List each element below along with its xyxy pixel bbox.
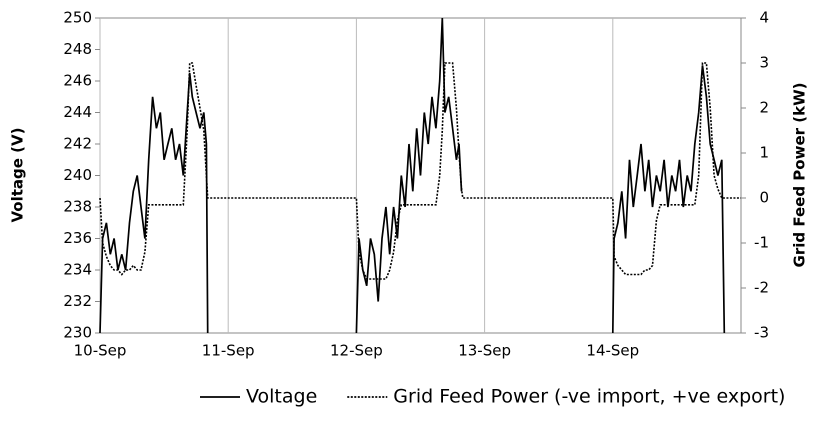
series-line (99, 62, 741, 280)
y-tick-label: 234 (63, 261, 92, 279)
x-tick-label: 13-Sep (458, 342, 511, 360)
y-tick-label: 236 (63, 229, 92, 247)
y2-tick-label: 0 (759, 189, 769, 207)
y-tick-label: 244 (63, 103, 92, 121)
y-tick-label: 230 (63, 324, 92, 342)
x-tick-label: 11-Sep (202, 342, 255, 360)
legend-label: Grid Feed Power (-ve import, +ve export) (393, 386, 785, 408)
legend-label: Voltage (246, 386, 317, 408)
y-tick-label: 242 (63, 135, 92, 153)
y2-tick-label: -2 (754, 279, 769, 297)
y2-tick-label: -1 (754, 234, 769, 252)
y-tick-label: 248 (63, 40, 92, 58)
y2-tick-label: 1 (759, 144, 769, 162)
y2-tick-label: -3 (754, 324, 769, 342)
x-tick-label: 14-Sep (586, 342, 639, 360)
y2-tick-label: 4 (759, 9, 769, 27)
x-tick-label: 12-Sep (330, 342, 383, 360)
series-line (99, 17, 726, 334)
y-tick-label: 240 (63, 166, 92, 184)
y2-tick-label: 2 (759, 99, 769, 117)
y-tick-label: 246 (63, 72, 92, 90)
y2-tick-label: 3 (759, 54, 769, 72)
y2-axis-label: Grid Feed Power (kW) (791, 83, 809, 268)
y-tick-label: 238 (63, 198, 92, 216)
x-tick-label: 10-Sep (74, 342, 127, 360)
y-axis-label: Voltage (V) (9, 128, 27, 223)
y-tick-label: 232 (63, 292, 92, 310)
y-tick-label: 250 (63, 9, 92, 27)
